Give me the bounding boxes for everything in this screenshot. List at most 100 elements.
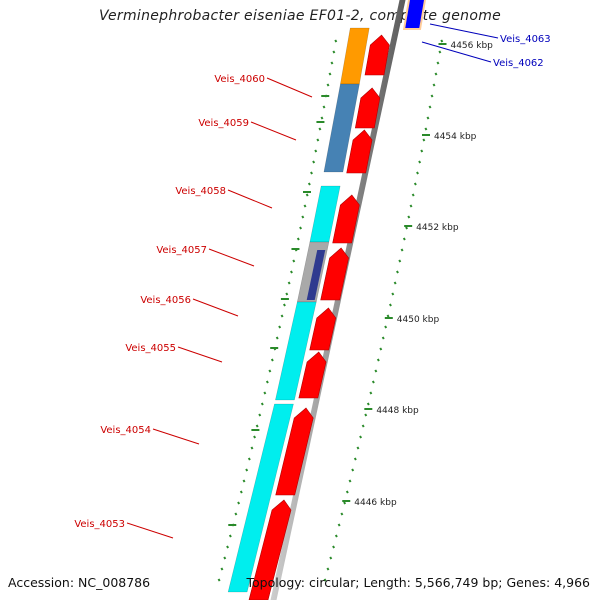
- scale-tick-minor: [381, 336, 385, 340]
- left-tick-minor: [328, 72, 332, 76]
- scale-tick-minor: [366, 402, 370, 406]
- left-tick-minor: [332, 50, 336, 54]
- scale-tick-minor: [361, 424, 365, 428]
- left-tick-minor: [292, 259, 296, 263]
- left-tick-minor: [320, 116, 324, 120]
- left-tick-minor: [301, 215, 305, 219]
- scale-tick-minor: [428, 105, 432, 109]
- scale-tick-minor: [440, 39, 444, 43]
- left-tick-minor: [326, 83, 330, 87]
- forward-cds-arrow: [346, 129, 373, 174]
- left-tick-minor: [217, 578, 221, 582]
- scale-tick-minor: [332, 545, 336, 549]
- scale-tick-minor: [434, 72, 438, 76]
- scale-tick-minor: [398, 259, 402, 263]
- scale-tick-minor: [364, 413, 368, 417]
- left-tick-minor: [318, 127, 322, 131]
- left-tick-minor: [285, 292, 289, 296]
- forward-cds-arrow: [275, 407, 314, 496]
- left-tick-minor: [258, 413, 262, 417]
- scale-tick-minor: [359, 435, 363, 439]
- slate-feature: [306, 250, 326, 300]
- left-tick-minor: [234, 512, 238, 516]
- scale-tick-minor: [411, 193, 415, 197]
- scale-tick-minor: [323, 578, 327, 582]
- gene-leader-line: [177, 346, 223, 363]
- length-label: Length:: [363, 575, 411, 590]
- gene-leader-line: [152, 428, 200, 445]
- scale-tick-minor: [402, 237, 406, 241]
- scale-tick-minor: [345, 490, 349, 494]
- left-tick-minor: [237, 501, 241, 505]
- forward-cds-arrow: [354, 87, 381, 129]
- scale-tick-minor: [407, 215, 411, 219]
- left-tick-minor: [316, 138, 320, 142]
- scale-tick-minor: [422, 138, 426, 142]
- left-tick-minor: [303, 204, 307, 208]
- left-tick-minor: [312, 160, 316, 164]
- topology-value: circular;: [309, 575, 360, 590]
- forward-cds-arrow: [320, 247, 349, 301]
- accession-value: NC_008786: [78, 575, 151, 590]
- left-tick-minor: [239, 490, 243, 494]
- accession-info: Accession: NC_008786: [8, 575, 150, 590]
- scale-label: 4454 kbp: [434, 132, 477, 142]
- scale-tick-minor: [379, 347, 383, 351]
- scale-label: 4448 kbp: [376, 406, 419, 416]
- left-tick-minor: [260, 402, 264, 406]
- gene-leader-line: [126, 522, 174, 539]
- scale-tick-minor: [376, 358, 380, 362]
- scale-tick-minor: [356, 446, 360, 450]
- gene-leader-line: [227, 189, 273, 209]
- left-tick-minor: [296, 237, 300, 241]
- scale-tick-minor: [391, 292, 395, 296]
- left-tick-minor: [265, 380, 269, 384]
- scale-tick-minor: [420, 149, 424, 153]
- cyan-feature: [275, 301, 317, 401]
- genes-value: 4,966: [554, 575, 590, 590]
- gene-label-right: Veis_4062: [493, 58, 544, 69]
- scale-label: 4450 kbp: [397, 315, 440, 325]
- left-tick-minor: [310, 171, 313, 175]
- left-tick-minor: [247, 457, 251, 461]
- scale-tick-minor: [396, 270, 399, 274]
- orange-feature: [340, 27, 370, 85]
- scale-tick-minor: [388, 303, 392, 307]
- gene-label-right: Veis_4063: [500, 34, 551, 45]
- scale-tick-minor: [424, 127, 428, 131]
- scale-tick-minor: [369, 391, 373, 395]
- gene-label-left: Veis_4055: [125, 343, 176, 354]
- scale-tick-minor: [400, 248, 404, 252]
- scale-tick-minor: [329, 556, 333, 560]
- scale-tick-minor: [426, 116, 430, 120]
- gene-label-left: Veis_4059: [198, 118, 249, 129]
- scale-tick-minor: [353, 457, 357, 461]
- scale-label: 4452 kbp: [416, 223, 459, 233]
- scale-tick-minor: [436, 61, 440, 65]
- scale-tick-minor: [430, 94, 434, 98]
- length-value: 5,566,749 bp;: [414, 575, 503, 590]
- left-tick-minor: [268, 369, 272, 373]
- left-tick-minor: [228, 534, 232, 538]
- gene-label-left: Veis_4060: [214, 74, 265, 85]
- left-tick-minor: [275, 336, 279, 340]
- scale-tick-minor: [432, 83, 436, 87]
- scale-tick-minor: [418, 160, 422, 164]
- left-tick-minor: [270, 358, 274, 362]
- forward-cds-arrow: [332, 194, 360, 244]
- scale-tick-minor: [337, 523, 341, 527]
- forward-cds-arrow: [298, 351, 327, 399]
- left-tick-minor: [307, 182, 311, 186]
- left-tick-minor: [334, 39, 338, 43]
- scale-tick-minor: [409, 204, 413, 208]
- genes-label: Genes:: [506, 575, 551, 590]
- left-tick-minor: [299, 226, 303, 230]
- left-tick-minor: [250, 446, 254, 450]
- scale-tick-minor: [348, 479, 352, 483]
- left-tick-minor: [330, 61, 334, 65]
- gene-label-left: Veis_4056: [140, 295, 191, 306]
- left-tick-minor: [305, 193, 309, 197]
- gene-label-left: Veis_4054: [100, 425, 151, 436]
- scale-label: 4446 kbp: [354, 498, 397, 508]
